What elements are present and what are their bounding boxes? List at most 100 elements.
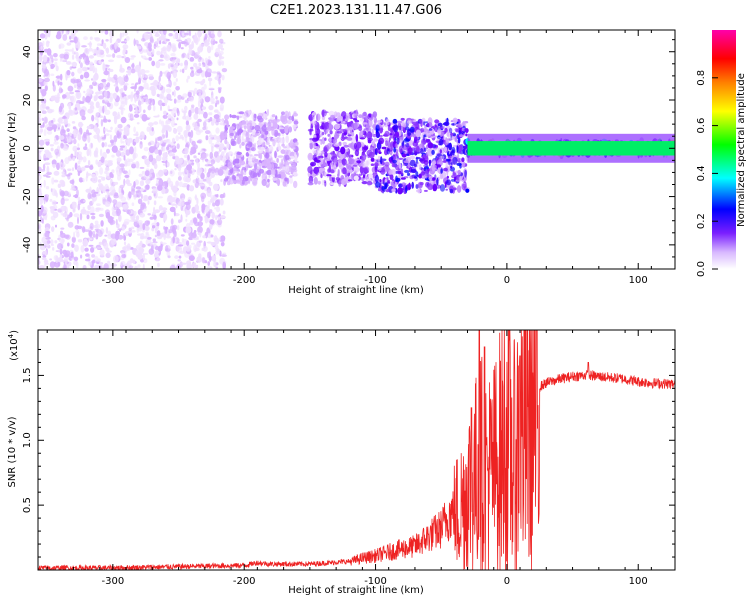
spectrogram-cell (163, 213, 168, 222)
spectrogram-cell (177, 225, 180, 231)
spectrogram-cell (401, 168, 404, 175)
spectrogram-cell (46, 240, 51, 244)
spectrogram-cell (112, 92, 117, 100)
spectrogram-cell (145, 231, 149, 235)
spectrogram-cell (82, 206, 86, 210)
spectrogram-cell (211, 255, 217, 262)
spectrogram-cell (169, 264, 176, 269)
spectrogram-cell (280, 171, 286, 179)
spectrogram-cell (366, 180, 373, 186)
spectrogram-cell (77, 154, 82, 160)
spectrogram-cell (345, 113, 351, 120)
spectrogram-cell (388, 137, 391, 141)
spectrogram-cell (162, 169, 168, 173)
spectrogram-cell (76, 58, 81, 62)
spectrogram-cell (159, 70, 163, 77)
spectrogram-cell (307, 128, 314, 132)
spectrogram-cell (135, 82, 139, 85)
spectrogram-cell (162, 30, 167, 35)
spectrogram-cell (349, 158, 355, 164)
spectrogram-cell (201, 106, 206, 110)
spectrogram-cell (52, 211, 59, 218)
spectrogram-cell (235, 163, 242, 168)
spectrogram-cell (202, 257, 206, 264)
spectrogram-cell (151, 127, 154, 132)
spectrogram-cell (191, 140, 196, 147)
spectrogram-cell (405, 143, 409, 148)
spectrogram-cell (148, 74, 154, 77)
spectrogram-cell (91, 193, 97, 198)
spectrogram-cell (60, 230, 63, 235)
spectrogram-cell (454, 137, 458, 142)
spectrogram-cell (43, 54, 48, 63)
spectrogram-cell (385, 118, 390, 126)
spectrogram-cell (136, 224, 140, 228)
spectrogram-cell (120, 109, 124, 116)
spectrogram-cell (143, 82, 149, 90)
spectrogram-cell (119, 32, 122, 40)
spectrogram-cell (116, 54, 122, 59)
spectrogram-cell (285, 166, 290, 173)
spectrogram-cell (179, 69, 182, 73)
spectrogram-cell (244, 140, 249, 143)
spectrogram-cell (134, 114, 140, 118)
spectrogram-cell (77, 216, 79, 225)
spectrogram-cell (133, 38, 136, 47)
spectrogram-cell (244, 177, 249, 181)
spectrogram-cell (171, 91, 175, 96)
spectrogram-cell (168, 152, 173, 157)
spectrogram-cell (55, 33, 62, 40)
spectrogram-cell (450, 179, 456, 182)
spectrogram-cell (374, 166, 379, 173)
spectrogram-cell (51, 57, 54, 63)
spectrogram-cell (206, 72, 212, 78)
spectrogram-cell (157, 235, 163, 240)
spectrogram-cell (444, 127, 448, 133)
colorbar-tick-label: 0.8 (696, 70, 707, 86)
spectrogram-cell (159, 119, 162, 125)
spectrogram-cell (155, 172, 162, 178)
spectrogram-cell (42, 257, 47, 261)
spectrogram-cell (445, 158, 451, 162)
spectrogram-cell (334, 131, 340, 139)
spectrogram-cell (232, 160, 236, 166)
spectrogram-cell (141, 73, 145, 78)
spectrogram-cell (379, 156, 383, 165)
spectrogram-cell (223, 192, 226, 198)
spectrogram-cell (200, 216, 203, 219)
spectrogram-cell (415, 129, 422, 138)
spectrogram-cell (101, 142, 105, 148)
spectrogram-cell (233, 152, 237, 156)
spectrogram-cell (83, 90, 86, 94)
spectrogram-cell (73, 256, 79, 262)
spectrogram-cell (38, 150, 42, 155)
spectrogram-cell (68, 109, 73, 115)
spectrogram-cell (224, 133, 227, 140)
spectrogram-cell (398, 139, 403, 143)
spectrogram-cell (106, 47, 109, 54)
spectrogram-cell (117, 165, 121, 169)
spectrogram-cell (139, 141, 143, 145)
spectrogram-cell (87, 192, 92, 200)
spectrogram-cell (111, 169, 115, 174)
spectrogram-cell (119, 90, 123, 94)
spectrogram-cell (229, 132, 235, 137)
spectrogram-cell (337, 115, 343, 121)
spectrogram-cell (278, 132, 281, 137)
spectrogram-cell (334, 123, 341, 130)
spectrogram-cell (269, 145, 273, 153)
spectrogram-cell (364, 131, 367, 139)
spectrogram-cell (144, 34, 150, 41)
spectrogram-cell (38, 195, 44, 201)
spectrogram-cell (123, 221, 129, 226)
spectrogram-cell (139, 240, 143, 247)
spectrogram-cell (170, 218, 174, 225)
spectrogram-cell (179, 134, 184, 138)
spectrogram-cell (209, 97, 215, 103)
spectrogram-cell (163, 110, 167, 115)
spectrogram-cell (186, 78, 189, 83)
spectrogram-cell (104, 171, 108, 174)
spectrogram-cell (72, 126, 77, 130)
spectrogram-cell (80, 166, 86, 172)
